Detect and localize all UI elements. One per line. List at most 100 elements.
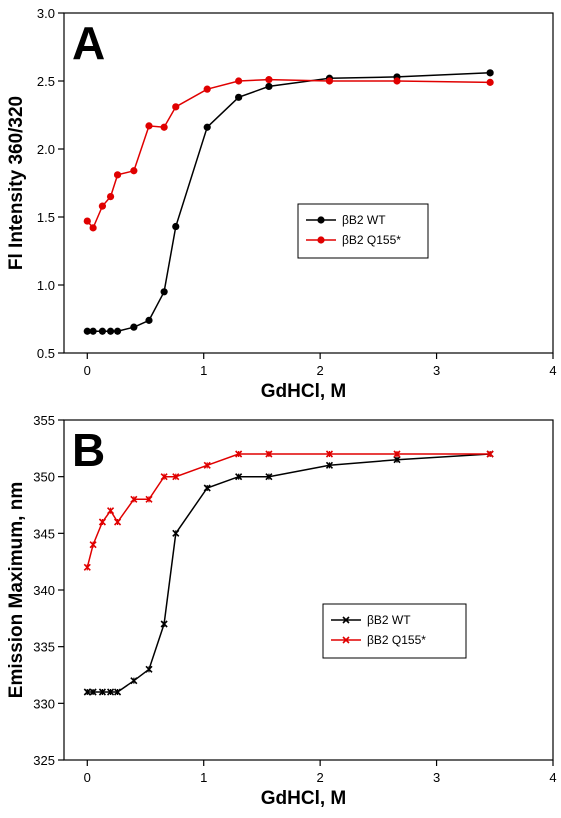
x-tick-label: 0 [84, 363, 91, 378]
legend: βB2 WT βB2 Q155* [297, 203, 429, 259]
data-point [160, 288, 168, 296]
data-point [325, 77, 334, 85]
y-tick-label: 2.5 [37, 74, 55, 89]
data-point [98, 202, 107, 210]
x-tick-label: 4 [549, 770, 556, 785]
x-tick-label: 0 [84, 770, 91, 785]
data-point [113, 518, 122, 526]
legend: βB2 WT βB2 Q155* [322, 603, 467, 659]
data-point [83, 563, 91, 571]
data-point [113, 688, 122, 696]
x-axis-title: GdHCl, M [261, 381, 347, 402]
y-tick-label: 2.0 [37, 142, 55, 157]
series-1 [83, 450, 494, 571]
data-point [83, 327, 91, 335]
x-tick-label: 1 [200, 770, 207, 785]
data-point [145, 665, 153, 673]
y-tick-label: 0.5 [37, 346, 55, 361]
data-point [235, 473, 243, 481]
legend-marker [342, 636, 350, 644]
legend-box [297, 203, 429, 259]
data-point [160, 123, 168, 131]
plot-frame [63, 12, 554, 354]
legend-marker [317, 216, 325, 224]
panel-A: 0 1 2 3 4 0.5 1.0 1.5 2.0 2.5 3.0 GdHCl, M Fl Intens… [6, 6, 557, 402]
y-tick-label: 1.0 [37, 278, 55, 293]
data-point [89, 541, 97, 549]
data-point [325, 450, 334, 458]
x-tick-label: 2 [317, 363, 324, 378]
x-tick-label: 2 [317, 770, 324, 785]
data-point [265, 76, 273, 84]
x-tick-label: 3 [433, 770, 440, 785]
data-point [486, 78, 494, 86]
data-point [393, 456, 401, 464]
data-point [393, 450, 401, 458]
series-0 [83, 450, 494, 696]
legend-marker [317, 236, 325, 244]
data-point [486, 450, 494, 458]
data-point [107, 507, 115, 515]
y-tick-label: 345 [33, 526, 55, 541]
y-tick-label: 1.5 [37, 210, 55, 225]
data-point [89, 688, 97, 696]
data-point [235, 450, 243, 458]
legend-label: βB2 Q155* [367, 633, 426, 647]
y-tick-label: 335 [33, 640, 55, 655]
data-point [83, 217, 91, 225]
legend-label: βB2 WT [342, 213, 386, 227]
data-point [160, 473, 168, 481]
data-point [172, 222, 180, 231]
data-point [160, 620, 168, 628]
data-point [393, 77, 401, 85]
x-tick-label: 1 [200, 363, 207, 378]
data-point [89, 224, 97, 232]
y-tick-label: 325 [33, 753, 55, 768]
data-point [486, 69, 494, 77]
y-tick-label: 330 [33, 696, 55, 711]
y-tick-label: 3.0 [37, 6, 55, 21]
data-point [203, 85, 211, 93]
x-tick-label: 4 [549, 363, 556, 378]
data-point [235, 77, 243, 85]
data-point [172, 473, 180, 481]
data-point [203, 484, 211, 492]
data-point [89, 327, 97, 335]
data-point [145, 316, 153, 324]
data-point [113, 327, 122, 335]
data-point [98, 327, 107, 335]
data-point [265, 450, 273, 458]
data-point [325, 461, 334, 469]
data-point [113, 171, 122, 179]
panel-letter: B [72, 424, 105, 476]
data-point [145, 495, 153, 503]
panel-letter: A [72, 17, 105, 69]
data-point [130, 677, 138, 685]
data-point [106, 327, 115, 335]
data-point [130, 167, 138, 175]
data-point [265, 82, 273, 91]
legend-label: βB2 WT [367, 613, 411, 627]
series-1 [83, 76, 494, 232]
data-point [235, 93, 243, 101]
legend-box [322, 603, 467, 659]
data-point [98, 688, 106, 696]
data-point [203, 461, 211, 469]
y-tick-label: 350 [33, 470, 55, 485]
y-axis-title: Emission Maximum, nm [6, 482, 27, 698]
legend-marker [342, 616, 350, 624]
series-line [86, 453, 491, 568]
data-point [172, 103, 180, 111]
x-axis-title: GdHCl, M [261, 788, 347, 809]
x-tick-label: 3 [433, 363, 440, 378]
data-point [172, 529, 180, 537]
panel-B: 0 1 2 3 4 325 330 335 340 345 350 355 GdHCl, M Emissi… [6, 413, 557, 809]
data-point [83, 688, 91, 696]
y-axis-title: Fl Intensity 360/320 [6, 96, 27, 270]
legend-label: βB2 Q155* [342, 233, 401, 247]
y-tick-label: 355 [33, 413, 55, 428]
data-point [145, 122, 153, 130]
data-point [106, 193, 115, 201]
series-line [86, 78, 491, 230]
